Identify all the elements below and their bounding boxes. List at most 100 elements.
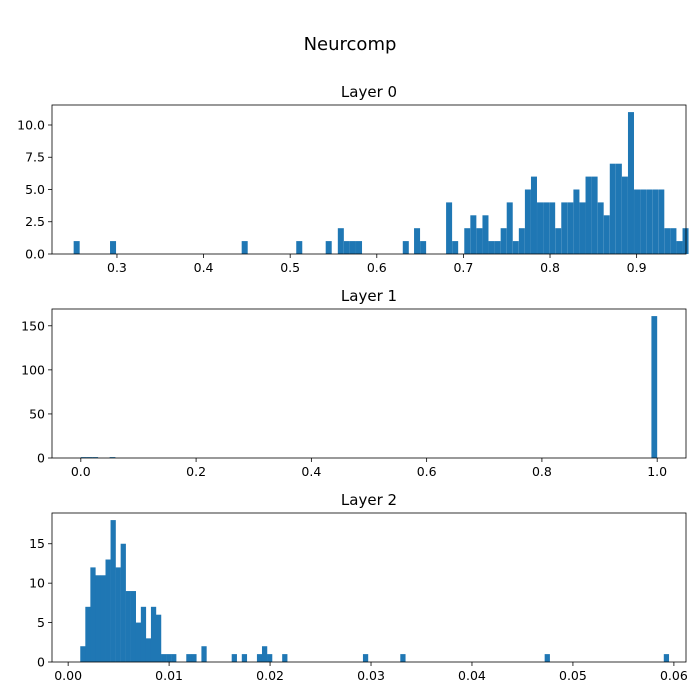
histogram-bar: [597, 202, 604, 254]
x-tick-label: 0.8: [540, 260, 560, 275]
histogram-bar: [603, 215, 610, 254]
x-tick-label: 0.4: [194, 260, 214, 275]
histogram-bar: [682, 228, 689, 254]
x-tick-label: 0.01: [155, 668, 183, 683]
histogram-bar: [524, 189, 531, 254]
y-tick-label: 0: [37, 451, 45, 466]
histogram-bar: [125, 591, 131, 662]
histogram-bar: [420, 241, 427, 254]
axes-frame: [51, 308, 687, 459]
histogram-bar: [150, 606, 157, 662]
histogram-bar: [130, 591, 136, 662]
x-tick-label: 1.0: [647, 464, 667, 479]
histogram-bar: [476, 228, 483, 254]
subplot-title: Layer 1: [341, 287, 397, 305]
histogram-bar: [201, 646, 207, 662]
histogram-bar: [140, 606, 147, 662]
x-tick-label: 0.4: [301, 464, 321, 479]
x-tick-label: 0.3: [107, 260, 127, 275]
histogram-bar: [464, 228, 471, 254]
histogram-bar: [506, 202, 513, 254]
histogram-bar: [171, 654, 177, 662]
histogram-bar: [573, 189, 580, 254]
histogram-bar: [325, 241, 332, 254]
histogram-bar: [652, 189, 659, 254]
y-tick-label: 5.0: [25, 182, 45, 197]
y-tick-label: 7.5: [25, 150, 45, 165]
histogram-bar: [80, 457, 87, 458]
y-tick-label: 2.5: [25, 214, 45, 229]
y-tick-label: 5: [37, 615, 45, 630]
histogram-bar: [400, 654, 406, 662]
histogram-bar: [549, 202, 556, 254]
histogram-bar: [120, 543, 126, 662]
histogram-bar: [627, 112, 634, 254]
histogram-bar: [658, 189, 665, 254]
histogram-bar: [670, 228, 677, 254]
histogram-bar: [110, 520, 116, 662]
histogram-bar: [356, 241, 363, 254]
histogram-bar: [241, 241, 248, 254]
subplot-title: Layer 2: [341, 491, 397, 509]
histogram-bar: [85, 606, 91, 662]
y-tick-label: 10.0: [17, 117, 45, 132]
x-tick-label: 0.03: [357, 668, 385, 683]
histogram-bar: [446, 202, 453, 254]
histogram-bar: [676, 241, 683, 254]
histogram-bar: [109, 457, 116, 458]
histogram-bar: [161, 654, 167, 662]
x-tick-label: 0.00: [54, 668, 82, 683]
histogram-bar: [349, 241, 356, 254]
histogram-bar: [115, 567, 121, 662]
histogram-bar: [362, 654, 369, 662]
histogram-bar: [494, 241, 501, 254]
histogram-bar: [518, 228, 525, 254]
x-tick-label: 0.9: [627, 260, 647, 275]
histogram-bar: [282, 654, 288, 662]
y-tick-label: 10: [29, 576, 45, 591]
histogram-bar: [609, 163, 616, 254]
histogram-bar: [651, 316, 658, 458]
histogram-bar: [543, 202, 550, 254]
y-tick-label: 0.0: [25, 247, 45, 262]
histogram-bar: [402, 241, 409, 254]
y-tick-label: 15: [29, 536, 45, 551]
histogram-bar: [591, 176, 598, 254]
histogram-bar: [343, 241, 350, 254]
histogram-bar: [585, 176, 592, 254]
x-tick-label: 0.06: [660, 668, 688, 683]
histogram-bar: [500, 228, 507, 254]
histogram-bar: [555, 228, 562, 254]
histogram-bar: [267, 654, 273, 662]
histogram-bar: [191, 654, 197, 662]
histogram-bar: [663, 654, 670, 662]
histogram-bar: [452, 241, 459, 254]
histogram-bar: [80, 646, 86, 662]
x-tick-label: 0.04: [458, 668, 486, 683]
histogram-bar: [110, 241, 117, 254]
histogram-bar: [231, 654, 237, 662]
y-tick-label: 100: [21, 362, 45, 377]
x-tick-label: 0.6: [367, 260, 387, 275]
layer-0-histogram: Layer 0 0.3 0.4 0.5 0.6 0.7 0.8 0.9 0.0 2.5 5.0 7.5…: [17, 83, 689, 275]
histogram-bar: [100, 575, 106, 662]
histogram-bar: [337, 228, 344, 254]
histogram-bar: [621, 176, 628, 254]
x-tick-label: 0.7: [453, 260, 473, 275]
y-tick-label: 50: [29, 406, 45, 421]
histogram-bar: [186, 654, 192, 662]
layer-2-histogram: Layer 2 0.00 0.01 0.02 0.03 0.04 0.05 0.06 0 5 10 1…: [29, 491, 688, 683]
axes-frame: [51, 512, 687, 663]
figure-title: Neurcomp: [304, 34, 397, 55]
histogram-bar: [296, 241, 303, 254]
histogram-bar: [640, 189, 647, 254]
layer-1-histogram: Layer 1 0.0 0.2 0.4 0.6 0.8 1.0 0 50 100 150: [21, 287, 687, 479]
histogram-bar: [135, 622, 142, 662]
histogram-bar: [488, 241, 495, 254]
histogram-bar: [482, 215, 489, 254]
histogram-bar: [544, 654, 550, 662]
histogram-bar: [261, 646, 268, 662]
histogram-bar: [512, 241, 519, 254]
x-tick-label: 0.0: [71, 464, 91, 479]
